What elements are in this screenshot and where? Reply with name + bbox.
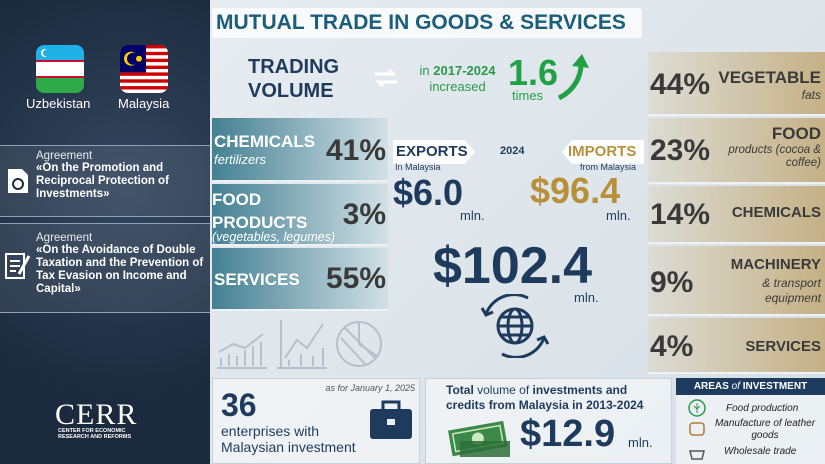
agreement-card: Agreement «On the Avoidance of Double Ta… (0, 223, 210, 313)
enterprises-card: as for January 1, 2025 36 enterprises wi… (212, 378, 420, 464)
exports-unit: mln. (460, 208, 485, 223)
agreement-title: «On the Promotion and Reciprocal Protect… (36, 162, 169, 200)
globe-icon (480, 294, 550, 358)
logo-name: CERR (55, 398, 138, 431)
exports-badge (393, 140, 475, 164)
enterprise-text: enterprises with Malaysian investment (221, 423, 356, 455)
areas-card: AREAS of INVESTMENT Food production Manu… (676, 378, 825, 464)
agreement-label: Agreement (36, 150, 93, 162)
text: Total (446, 383, 474, 397)
multiplier-unit: times (512, 88, 544, 103)
area-item: Food production (726, 403, 799, 414)
enterprise-count: 36 (221, 387, 257, 423)
export-row: CHEMICALS fertilizers 41% (212, 118, 388, 182)
title: MUTUAL TRADE IN GOODS & SERVICES (212, 8, 642, 38)
investments-unit: mln. (628, 435, 653, 450)
document-icon (8, 169, 28, 193)
logo-subtitle: CENTER FOR ECONOMIC RESEARCH AND REFORMS (58, 428, 132, 440)
period: 2017-2024 (433, 63, 496, 78)
text: INVESTMENT (742, 381, 808, 392)
total-value: $102.4 (433, 237, 593, 295)
item-detail: & transport equipment (762, 276, 821, 305)
text: from Malaysia in (488, 398, 583, 412)
text: in (419, 63, 430, 78)
note: as for January 1, 2025 (325, 383, 415, 393)
text: of (731, 381, 740, 392)
agreement-card: Agreement «On the Promotion and Reciproc… (0, 145, 210, 217)
imports-badge (562, 140, 644, 164)
trading-volume-text: in 2017-2024 increased (410, 63, 505, 95)
money-icon (448, 420, 510, 457)
item-name: CHEMICALS (214, 132, 316, 151)
text: AREAS (693, 381, 729, 392)
period: 2013-2024 (586, 398, 644, 412)
import-row: 44% VEGETABLE fats (648, 52, 825, 116)
agreement-label: Agreement (36, 232, 93, 244)
imports-unit: mln. (606, 208, 631, 223)
share: 41% (325, 134, 386, 167)
item-name: SERVICES (214, 270, 300, 289)
area-item: Manufacture of leather goods (714, 418, 816, 441)
trading-volume-label: TRADING VOLUME (248, 56, 340, 102)
exports-sub: In Malaysia (395, 162, 441, 172)
share: 44% (650, 68, 711, 101)
chart-icons (217, 320, 382, 369)
item-detail: products (cocoa & coffee) (728, 144, 821, 169)
share: 3% (342, 198, 386, 231)
exports-label: EXPORTS (396, 143, 468, 160)
share: 55% (325, 262, 386, 295)
text: investments and credits (446, 383, 628, 412)
import-row: 9% MACHINERY & transport equipment (648, 246, 825, 316)
imports-value: $96.4 (530, 170, 621, 211)
total-unit: mln. (574, 290, 599, 305)
imports-sub: from Malaysia (580, 162, 637, 172)
import-row: 23% FOOD products (cocoa & coffee) (648, 118, 825, 184)
item-name: MACHINERY (730, 256, 821, 273)
item-detail: fertilizers (214, 152, 267, 167)
year: 2024 (500, 145, 525, 157)
investments-text: Total volume of investments and credits … (446, 383, 666, 413)
exports-value: $6.0 (393, 172, 464, 213)
export-row: SERVICES 55% (212, 248, 388, 311)
multiplier: 1.6 (508, 52, 559, 93)
country-name: Uzbekistan (26, 96, 91, 111)
export-row: FOOD PRODUCTS (vegetables, legumes) 3% (212, 184, 388, 246)
item-detail: fats (801, 88, 821, 102)
area-item: Wholesale trade (724, 446, 797, 457)
country-name: Malaysia (118, 96, 170, 111)
share: 4% (650, 330, 694, 363)
briefcase-icon (370, 400, 412, 439)
exchange-icon (375, 68, 397, 88)
share: 14% (650, 198, 711, 231)
agreement-title: «On the Avoidance of Double Taxation and… (36, 244, 204, 295)
text: increased (429, 79, 486, 94)
investments-card: Total volume of investments and credits … (425, 378, 672, 464)
document-icon (5, 253, 31, 279)
item-name: VEGETABLE (718, 68, 821, 87)
flag-malaysia (120, 45, 168, 93)
item-name: CHEMICALS (731, 204, 821, 221)
item-name: FOOD (771, 124, 821, 143)
text: volume of (477, 383, 530, 397)
item-detail: (vegetables, legumes) (212, 230, 335, 244)
area-icons (688, 399, 706, 460)
growth-arrow (557, 54, 589, 100)
import-row: 4% SERVICES (648, 318, 825, 374)
investments-value: $12.9 (520, 413, 616, 455)
import-row: 14% CHEMICALS (648, 186, 825, 244)
share: 23% (650, 134, 711, 167)
left-panel: Uzbekistan Malaysia Agreement «On the Pr… (0, 0, 210, 464)
item-name: FOOD PRODUCTS (212, 190, 308, 232)
flag-uzbekistan (36, 45, 84, 93)
imports-label: IMPORTS (568, 143, 637, 160)
areas-title: AREAS of INVESTMENT (676, 378, 825, 395)
item-name: SERVICES (745, 338, 821, 355)
share: 9% (650, 266, 694, 299)
